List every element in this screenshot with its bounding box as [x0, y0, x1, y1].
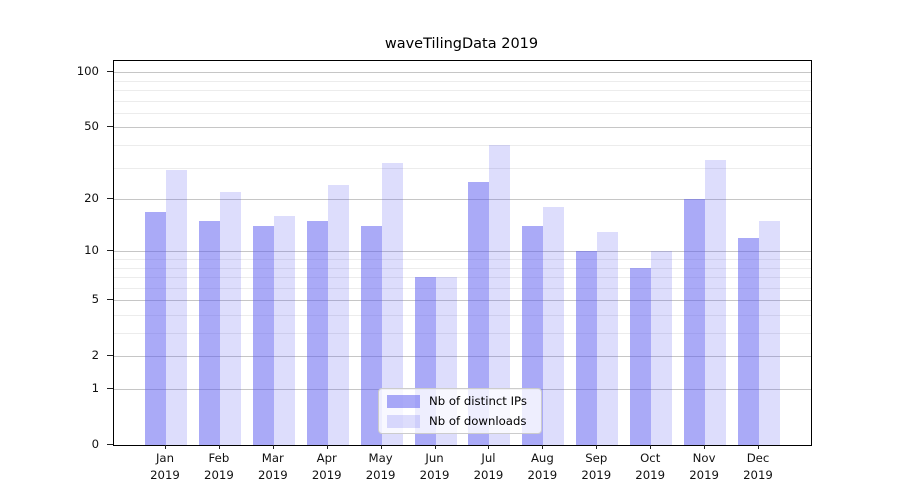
gridline-major-100 [114, 72, 811, 74]
x-tick-label-nov: Nov 2019 [689, 451, 719, 482]
gridline-major-5 [114, 300, 811, 302]
gridline-minor-8 [114, 267, 811, 269]
bar-ips-may [360, 226, 382, 445]
x-tick-mark-jan [165, 445, 166, 449]
gridline-minor-4 [114, 314, 811, 316]
y-tick-mark-2 [107, 355, 113, 357]
legend-row: Nb of distinct IPs [387, 393, 541, 410]
gridline-major-20 [114, 199, 811, 201]
bar-downloads-aug [543, 207, 565, 445]
bar-ips-jul [468, 181, 490, 445]
x-tick-label-jan: Jan 2019 [150, 451, 180, 482]
x-tick-mark-jul [488, 445, 490, 449]
bar-ips-nov [684, 199, 706, 445]
y-tick-mark-1 [107, 388, 113, 389]
gridline-minor-6 [114, 287, 811, 289]
gridline-minor-7 [114, 277, 811, 279]
y-tick-label-100: 100 [76, 64, 99, 79]
bar-ips-sep [576, 251, 598, 445]
y-tick-mark-100 [107, 71, 113, 73]
bar-downloads-jul [489, 145, 511, 445]
legend-swatch-ips [387, 394, 420, 408]
y-tick-mark-5 [107, 299, 113, 301]
legend-row: Nb of downloads [387, 413, 541, 430]
x-tick-label-jul: Jul 2019 [473, 451, 504, 482]
x-tick-label-aug: Aug 2019 [527, 451, 558, 482]
y-tick-label-0: 0 [91, 437, 99, 451]
bar-ips-oct [630, 267, 652, 445]
chart-title: waveTilingData 2019 [384, 36, 539, 52]
x-tick-mark-feb [218, 445, 220, 449]
gridline-minor-40 [114, 145, 811, 146]
legend: Nb of distinct IPs Nb of downloads [378, 388, 542, 434]
x-tick-mark-dec [758, 445, 759, 449]
x-tick-mark-nov [704, 445, 706, 449]
y-tick-label-5: 5 [91, 292, 99, 307]
y-tick-label-20: 20 [84, 191, 99, 206]
x-tick-label-jun: Jun 2019 [419, 451, 450, 482]
x-tick-mark-mar [272, 445, 274, 449]
gridline-minor-9 [114, 258, 811, 260]
y-tick-mark-10 [107, 250, 113, 252]
bar-downloads-nov [705, 160, 727, 445]
x-tick-mark-apr [326, 445, 328, 449]
y-tick-mark-20 [107, 198, 113, 200]
x-tick-mark-may [380, 445, 382, 449]
x-tick-mark-jun [434, 445, 436, 449]
bar-ips-mar [252, 226, 274, 445]
plot-area [113, 60, 812, 446]
gridline-major-50 [114, 127, 811, 129]
y-tick-mark-50 [107, 126, 113, 128]
x-tick-label-oct: Oct 2019 [635, 451, 666, 482]
x-tick-label-may: May 2019 [365, 451, 396, 482]
bar-downloads-sep [597, 231, 619, 445]
gridline-minor-30 [114, 167, 811, 169]
y-tick-mark-0 [107, 444, 113, 445]
bar-downloads-dec [759, 221, 780, 445]
gridline-major-2 [114, 356, 811, 358]
x-tick-label-apr: Apr 2019 [311, 451, 342, 482]
bar-downloads-oct [651, 251, 673, 445]
bar-downloads-may [381, 162, 403, 445]
bar-downloads-apr [327, 184, 349, 445]
y-tick-label-1: 1 [91, 381, 99, 395]
legend-swatch-downloads [387, 414, 420, 428]
bar-downloads-jan [166, 170, 187, 445]
gridline-minor-3 [114, 333, 811, 334]
gridline-minor-70 [114, 100, 811, 102]
x-tick-mark-aug [542, 445, 544, 449]
x-tick-mark-sep [596, 445, 598, 449]
legend-label-downloads: Nb of downloads [429, 414, 527, 428]
x-tick-label-mar: Mar 2019 [257, 451, 288, 482]
bar-ips-apr [306, 221, 328, 445]
y-tick-label-50: 50 [84, 119, 99, 134]
y-tick-label-10: 10 [84, 243, 99, 258]
x-tick-label-sep: Sep 2019 [581, 451, 612, 482]
gridline-major-10 [114, 251, 811, 253]
bar-downloads-mar [273, 216, 295, 445]
bar-downloads-feb [219, 191, 241, 445]
gridline-minor-90 [114, 80, 811, 82]
bar-ips-feb [198, 221, 220, 445]
y-tick-label-2: 2 [91, 348, 99, 363]
x-tick-label-dec: Dec 2019 [743, 451, 773, 482]
gridline-minor-80 [114, 90, 811, 91]
bar-ips-jan [145, 211, 166, 445]
x-tick-label-feb: Feb 2019 [204, 451, 234, 482]
legend-label-ips: Nb of distinct IPs [429, 394, 527, 408]
bar-ips-dec [738, 237, 759, 445]
gridline-minor-60 [114, 112, 811, 114]
x-tick-mark-oct [650, 445, 652, 449]
